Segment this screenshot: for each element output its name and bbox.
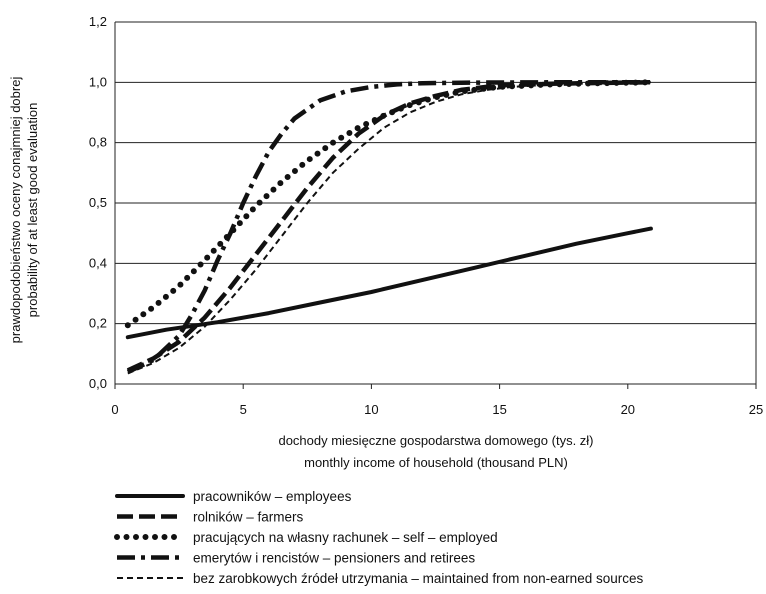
x-tick-label: 5 bbox=[240, 402, 247, 417]
legend-label-pensioners: emerytów i rencistów – pensioners and re… bbox=[193, 551, 475, 566]
y-tick-label: 1,0 bbox=[89, 74, 107, 89]
y-tick-label: 0,8 bbox=[89, 135, 107, 150]
legend-label-farmers: rolników – farmers bbox=[193, 510, 304, 525]
legend-label-self-employed: pracujących na własny rachunek – self – … bbox=[193, 530, 498, 545]
series-line-self-employed bbox=[124, 79, 654, 329]
legend: pracowników – employees rolników – farmer… bbox=[114, 489, 643, 586]
y-axis-label-line-1: prawdopodobieństwo oceny conajmniej dobr… bbox=[8, 77, 23, 344]
x-axis-label-line-2: monthly income of household (thousand PL… bbox=[304, 455, 568, 470]
legend-label-non-earned: bez zarobkowych źródeł utrzymania – main… bbox=[193, 571, 643, 586]
y-tick-label: 1,2 bbox=[89, 14, 107, 29]
x-tick-label: 20 bbox=[621, 402, 635, 417]
x-axis-label-line-1: dochody miesięczne gospodarstwa domowego… bbox=[278, 433, 593, 448]
x-tick-label: 0 bbox=[111, 402, 118, 417]
y-tick-label: 0,0 bbox=[89, 376, 107, 391]
series-line-farmers bbox=[126, 80, 651, 373]
y-tick-label: 0,2 bbox=[89, 316, 107, 331]
grid bbox=[115, 21, 756, 385]
x-tick-label: 15 bbox=[492, 402, 506, 417]
y-tick-label: 0,5 bbox=[89, 195, 107, 210]
legend-label-employees: pracowników – employees bbox=[193, 489, 352, 504]
y-axis-label-line-2: probability of at least good evaluation bbox=[25, 103, 40, 318]
x-tick-label: 10 bbox=[364, 402, 378, 417]
y-tick-label: 0,4 bbox=[89, 255, 107, 270]
series-lines bbox=[124, 79, 654, 375]
series-line-employees bbox=[125, 226, 653, 340]
axes: 0,0 0,2 0,4 0,5 0,8 1,0 1,2 0 5 10 15 20 25 bbox=[89, 14, 763, 417]
series-line-pensioners bbox=[126, 80, 651, 374]
x-tick-label: 25 bbox=[749, 402, 763, 417]
series-line-non-earned bbox=[127, 81, 651, 375]
